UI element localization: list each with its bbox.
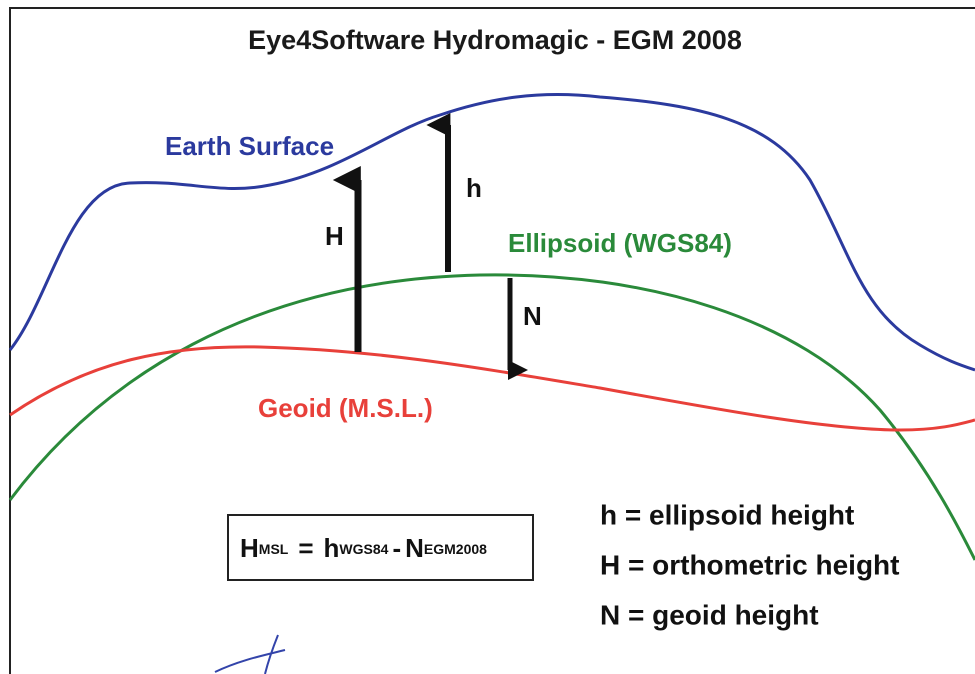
earth-surface-curve bbox=[8, 92, 975, 372]
formula-part: - bbox=[392, 533, 401, 563]
formula-part: WGS84 bbox=[339, 541, 388, 557]
legend-line: h = ellipsoid height bbox=[600, 499, 854, 530]
legend-line: N = geoid height bbox=[600, 599, 819, 630]
ellipsoid-curve bbox=[8, 273, 975, 561]
N-label: N bbox=[523, 301, 542, 331]
formula-part: H bbox=[240, 533, 259, 563]
formula-part: MSL bbox=[259, 541, 289, 557]
formula-box bbox=[227, 514, 534, 581]
h-label: h bbox=[466, 173, 482, 203]
earth-surface-label: Earth Surface bbox=[165, 131, 334, 161]
formula-part: EGM2008 bbox=[424, 541, 487, 557]
formula-part: h bbox=[324, 533, 340, 563]
H-label: H bbox=[325, 221, 344, 251]
signature-scribble bbox=[214, 634, 286, 674]
title: Eye4Software Hydromagic - EGM 2008 bbox=[248, 25, 742, 55]
ellipsoid-label: Ellipsoid (WGS84) bbox=[508, 228, 732, 258]
geoid-label: Geoid (M.S.L.) bbox=[258, 393, 433, 423]
legend-line: H = orthometric height bbox=[600, 549, 899, 580]
formula: HMSL = hWGS84- NEGM2008 bbox=[240, 533, 487, 563]
formula-part: N bbox=[405, 533, 424, 563]
formula-part: = bbox=[298, 533, 313, 563]
geoid-curve bbox=[9, 345, 975, 432]
